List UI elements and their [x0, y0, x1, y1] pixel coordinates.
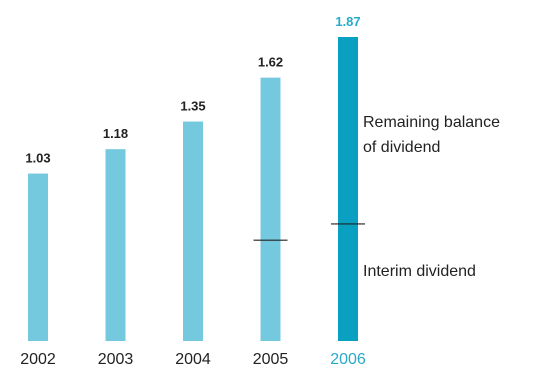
interim-markers-layer [253, 223, 365, 241]
data-label-2005: 1.62 [258, 55, 283, 70]
bar-2005 [260, 77, 281, 341]
bar-2006 [338, 37, 358, 341]
annotation-interim: Interim dividend [363, 263, 476, 280]
tick-label-2003: 2003 [98, 351, 134, 368]
bars-layer [28, 37, 358, 341]
annotation-remaining-line2: of dividend [363, 139, 440, 156]
data-label-2004: 1.35 [180, 99, 205, 114]
bar-2002 [28, 173, 48, 341]
tick-label-2004: 2004 [175, 351, 211, 368]
annotation-remaining-line1: Remaining balance [363, 114, 500, 131]
tick-label-2005: 2005 [253, 351, 289, 368]
labels-layer: 1.03 2002 1.18 2003 1.35 2004 1.62 2005 1.87 2006 [20, 14, 366, 368]
tick-label-2002: 2002 [20, 351, 56, 368]
tick-label-2006: 2006 [330, 351, 366, 368]
data-label-2006: 1.87 [335, 14, 360, 29]
bar-2004 [183, 121, 203, 341]
data-label-2002: 1.03 [25, 151, 50, 166]
bar-2003 [105, 149, 126, 341]
data-label-2003: 1.18 [103, 126, 128, 141]
